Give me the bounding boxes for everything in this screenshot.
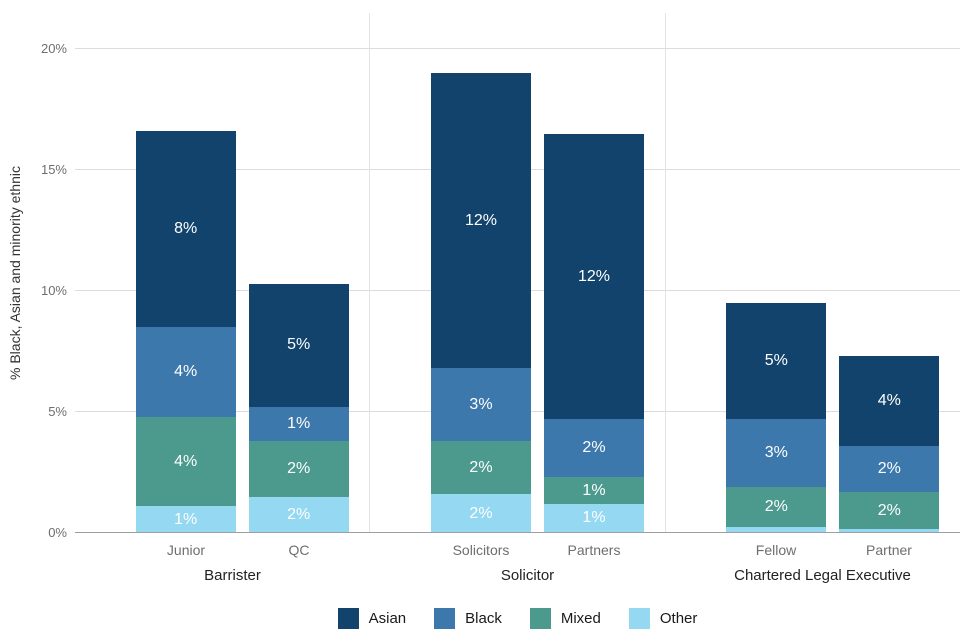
segment-black: 2% [839, 445, 940, 492]
group-label: Solicitor [500, 567, 555, 584]
segment-value-label: 2% [287, 505, 311, 523]
legend-swatch-other [628, 608, 650, 629]
legend-item-other: Other [628, 608, 698, 629]
category-label-row: Junior QC [75, 542, 370, 558]
facets: 8% 4% 4% 1% 5% 1% 2% 2% 12% 3% 2% 2% 12% 2% 1% 1% 5% 3% 2%… [75, 13, 960, 533]
segment-value-label: 1% [174, 510, 198, 528]
category-label: QC [288, 542, 310, 558]
y-tick-label: 20% [40, 41, 67, 56]
segment-mixed: 2% [839, 491, 940, 530]
segment-value-label: 4% [174, 452, 198, 470]
category-label: Partner [866, 542, 912, 558]
facet-solicitor: 12% 3% 2% 2% 12% 2% 1% 1% [369, 13, 664, 533]
legend-label: Mixed [560, 610, 601, 627]
segment-other: 2% [248, 496, 349, 533]
facet-barrister: 8% 4% 4% 1% 5% 1% 2% 2% [75, 13, 369, 533]
segment-mixed: 4% [135, 416, 236, 507]
category-label-row: Fellow Partner [665, 542, 960, 558]
segment-value-label: 5% [764, 352, 788, 370]
gridline [75, 48, 960, 49]
x-axis-labels: Junior QC Barrister Solicitors Partners Solic… [75, 533, 960, 584]
legend-label: Other [659, 610, 698, 627]
segment-other [726, 526, 827, 533]
bar-qc: 5% 1% 2% 2% [248, 283, 349, 533]
segment-value-label: 2% [877, 501, 901, 519]
x-group-barrister: Junior QC Barrister [75, 533, 370, 584]
plot-area: 8% 4% 4% 1% 5% 1% 2% 2% 12% 3% 2% 2% 12% 2% 1% 1% 5% 3% 2%… [75, 13, 960, 533]
segment-other: 1% [543, 503, 644, 533]
category-label: Partners [567, 542, 621, 558]
segment-value-label: 8% [174, 220, 198, 238]
y-tick-label: 5% [48, 404, 67, 419]
segment-value-label: 2% [582, 439, 606, 457]
bar-partner: 4% 2% 2% [839, 356, 940, 533]
segment-other: 1% [135, 506, 236, 533]
segment-value-label: 4% [877, 392, 901, 410]
segment-value-label: 1% [582, 481, 606, 499]
segment-mixed: 2% [430, 441, 531, 495]
segment-asian: 12% [430, 73, 531, 369]
segment-mixed: 1% [543, 477, 644, 504]
segment-asian: 12% [543, 133, 644, 420]
x-group-solicitor: Solicitors Partners Solicitor [370, 533, 665, 584]
legend: Asian Black Mixed Other [75, 608, 960, 629]
segment-value-label: 2% [287, 459, 311, 477]
y-axis-ticks: 0% 5% 10% 15% 20% [25, 13, 67, 540]
legend-label: Black [465, 610, 502, 627]
bar-junior: 8% 4% 4% 1% [135, 131, 236, 533]
segment-black: 1% [248, 407, 349, 442]
plot-column: 8% 4% 4% 1% 5% 1% 2% 2% 12% 3% 2% 2% 12% 2% 1% 1% 5% 3% 2%… [75, 13, 960, 584]
group-label: Chartered Legal Executive [734, 567, 911, 584]
segment-asian: 5% [726, 303, 827, 420]
segment-value-label: 3% [764, 444, 788, 462]
segment-value-label: 1% [287, 415, 311, 433]
legend-label: Asian [368, 610, 407, 627]
group-label: Barrister [204, 567, 261, 584]
segment-value-label: 4% [174, 363, 198, 381]
segment-value-label: 3% [469, 395, 493, 413]
legend-item-asian: Asian [337, 608, 407, 629]
y-tick-label: 10% [40, 283, 67, 298]
segment-value-label: 12% [464, 211, 497, 229]
segment-black: 4% [135, 327, 236, 417]
bar-partners: 12% 2% 1% 1% [543, 133, 644, 533]
category-label-row: Solicitors Partners [370, 542, 665, 558]
segment-value-label: 5% [287, 336, 311, 354]
x-group-chartered-legal-executive: Fellow Partner Chartered Legal Executive [665, 533, 960, 584]
segment-mixed: 2% [726, 487, 827, 527]
bar-fellow: 5% 3% 2% [726, 303, 827, 533]
y-axis-title: % Black, Asian and minority ethnic [7, 166, 23, 380]
x-axis-baseline [75, 532, 960, 533]
segment-value-label: 12% [577, 267, 610, 285]
segment-value-label: 1% [582, 509, 606, 527]
segment-value-label: 2% [877, 459, 901, 477]
segment-asian: 5% [248, 283, 349, 408]
segment-value-label: 2% [469, 458, 493, 476]
segment-other: 2% [430, 494, 531, 533]
legend-swatch-black [434, 608, 456, 629]
legend-item-black: Black [434, 608, 502, 629]
y-axis: % Black, Asian and minority ethnic 0% 5% 1… [0, 13, 75, 540]
segment-black: 3% [726, 419, 827, 488]
legend-swatch-mixed [529, 608, 551, 629]
segment-asian: 4% [839, 356, 940, 446]
facet-chartered-legal-executive: 5% 3% 2% 4% 2% 2% [664, 13, 960, 533]
chart-body: % Black, Asian and minority ethnic 0% 5% 1… [0, 13, 960, 584]
legend-swatch-asian [337, 608, 359, 629]
segment-value-label: 2% [764, 497, 788, 515]
bar-solicitors: 12% 3% 2% 2% [430, 73, 531, 533]
category-label: Junior [166, 542, 206, 558]
y-tick-label: 15% [40, 162, 67, 177]
legend-item-mixed: Mixed [529, 608, 601, 629]
segment-black: 2% [543, 419, 644, 478]
segment-mixed: 2% [248, 441, 349, 497]
segment-asian: 8% [135, 131, 236, 328]
category-label: Solicitors [452, 542, 510, 558]
y-tick-label: 0% [48, 525, 67, 540]
segment-black: 3% [430, 368, 531, 442]
segment-value-label: 2% [469, 504, 493, 522]
segment-other [839, 529, 940, 533]
category-label: Fellow [755, 542, 797, 558]
